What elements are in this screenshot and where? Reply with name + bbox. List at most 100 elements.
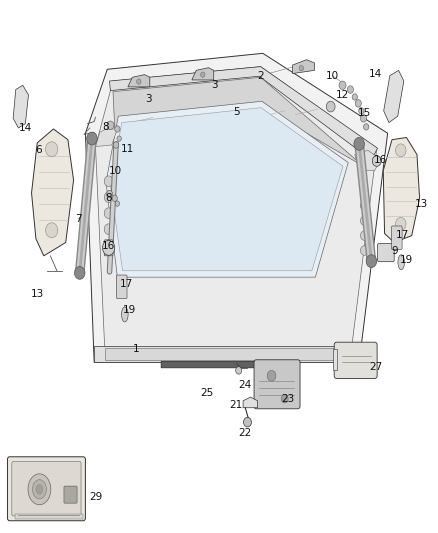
Circle shape [74, 266, 85, 279]
FancyBboxPatch shape [378, 244, 394, 262]
Text: 1: 1 [132, 344, 139, 354]
Text: 2: 2 [257, 71, 264, 80]
Circle shape [137, 79, 141, 84]
Circle shape [115, 201, 120, 206]
Circle shape [352, 94, 357, 100]
Circle shape [372, 156, 381, 166]
Ellipse shape [28, 474, 51, 505]
Circle shape [115, 126, 120, 132]
Text: 17: 17 [396, 230, 409, 239]
Text: 3: 3 [211, 80, 218, 90]
Circle shape [360, 201, 368, 211]
FancyBboxPatch shape [64, 486, 77, 503]
Polygon shape [110, 67, 378, 160]
Circle shape [102, 240, 115, 255]
Circle shape [104, 240, 113, 251]
Text: 25: 25 [200, 389, 213, 398]
Text: 14: 14 [19, 123, 32, 133]
Circle shape [112, 195, 117, 201]
Circle shape [360, 216, 368, 225]
Circle shape [87, 132, 97, 145]
Circle shape [201, 72, 205, 77]
Ellipse shape [36, 484, 43, 494]
Text: 11: 11 [120, 144, 134, 154]
Circle shape [366, 255, 377, 268]
Circle shape [117, 136, 121, 141]
Bar [15, 514, 83, 519]
Circle shape [347, 86, 353, 93]
FancyBboxPatch shape [334, 342, 377, 378]
Text: 21: 21 [229, 400, 242, 410]
FancyBboxPatch shape [7, 457, 85, 521]
Text: 23: 23 [282, 394, 295, 403]
Circle shape [359, 108, 364, 114]
Polygon shape [106, 101, 348, 277]
Polygon shape [110, 108, 343, 271]
Polygon shape [85, 53, 388, 362]
Circle shape [299, 66, 304, 71]
Circle shape [396, 144, 406, 157]
Circle shape [104, 224, 113, 235]
Text: 10: 10 [109, 166, 122, 175]
Text: 8: 8 [102, 122, 110, 132]
Polygon shape [95, 67, 377, 357]
Circle shape [281, 394, 288, 403]
Text: 19: 19 [123, 305, 136, 315]
Polygon shape [355, 150, 381, 171]
Polygon shape [384, 70, 404, 123]
Circle shape [355, 100, 361, 107]
Text: 15: 15 [358, 108, 371, 118]
Text: 19: 19 [400, 255, 413, 265]
Text: 6: 6 [35, 146, 42, 155]
Circle shape [364, 124, 369, 130]
Circle shape [46, 142, 58, 157]
FancyBboxPatch shape [104, 240, 113, 256]
Circle shape [360, 115, 367, 122]
Polygon shape [95, 129, 117, 147]
Polygon shape [161, 361, 277, 368]
Circle shape [396, 217, 406, 230]
Text: 22: 22 [238, 428, 251, 438]
FancyBboxPatch shape [12, 462, 81, 516]
Ellipse shape [121, 307, 128, 322]
Polygon shape [105, 348, 350, 360]
Text: 7: 7 [74, 214, 81, 223]
FancyBboxPatch shape [392, 226, 402, 249]
Circle shape [360, 246, 368, 255]
Circle shape [104, 208, 113, 219]
Circle shape [106, 190, 113, 198]
Circle shape [113, 142, 119, 148]
Polygon shape [192, 68, 214, 80]
FancyBboxPatch shape [117, 275, 127, 298]
Polygon shape [94, 346, 359, 362]
Polygon shape [383, 138, 420, 243]
Polygon shape [333, 349, 337, 370]
Circle shape [104, 192, 113, 203]
Circle shape [236, 367, 242, 374]
Text: 27: 27 [369, 362, 382, 372]
Text: 29: 29 [89, 492, 102, 502]
Text: 10: 10 [325, 71, 339, 80]
Text: 12: 12 [336, 90, 349, 100]
Polygon shape [293, 60, 314, 74]
Text: 13: 13 [415, 199, 428, 208]
Text: 16: 16 [374, 155, 387, 165]
Text: 9: 9 [391, 246, 398, 255]
Circle shape [326, 101, 335, 112]
Circle shape [104, 176, 113, 187]
Circle shape [107, 121, 114, 130]
Text: 5: 5 [233, 107, 240, 117]
Circle shape [244, 417, 251, 427]
Ellipse shape [398, 255, 405, 270]
Polygon shape [13, 85, 28, 128]
Circle shape [339, 81, 346, 90]
Text: 13: 13 [31, 289, 44, 299]
Circle shape [354, 138, 364, 150]
Circle shape [360, 231, 368, 240]
Polygon shape [243, 397, 258, 408]
Text: 3: 3 [145, 94, 152, 103]
Polygon shape [128, 75, 150, 87]
Ellipse shape [32, 480, 46, 499]
Text: 24: 24 [239, 380, 252, 390]
FancyBboxPatch shape [254, 360, 300, 409]
